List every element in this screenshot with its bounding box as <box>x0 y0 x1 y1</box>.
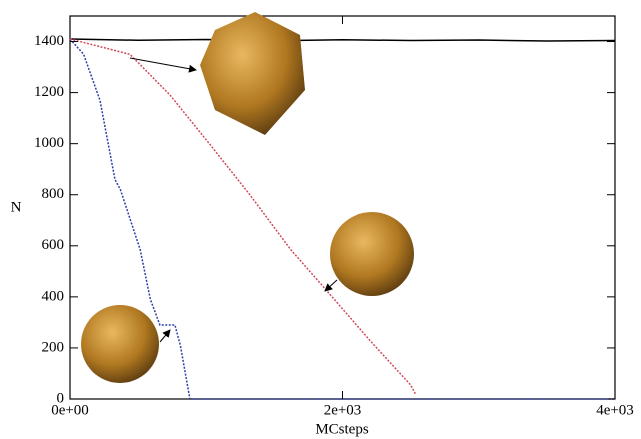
x-axis-label: MCsteps <box>315 421 369 437</box>
cluster-image <box>81 305 159 383</box>
x-tick-label: 0e+00 <box>51 402 89 418</box>
x-tick-label: 4e+03 <box>596 402 634 418</box>
cluster-image <box>200 12 305 135</box>
y-tick-label: 400 <box>42 288 65 304</box>
arrow <box>325 280 337 291</box>
y-axis-label: N <box>11 199 22 215</box>
series-line <box>70 39 615 41</box>
y-tick-label: 800 <box>42 186 65 202</box>
x-tick-label: 2e+03 <box>324 402 362 418</box>
y-tick-label: 600 <box>42 237 65 253</box>
cluster-image <box>330 212 414 296</box>
arrow <box>130 58 196 70</box>
y-tick-label: 1200 <box>34 84 64 100</box>
y-tick-label: 1400 <box>34 33 64 49</box>
arrow <box>160 330 170 342</box>
y-tick-label: 1000 <box>34 135 64 151</box>
chart: MCsteps N 02004006008001000120014000e+00… <box>0 0 641 439</box>
y-tick-label: 200 <box>42 339 65 355</box>
